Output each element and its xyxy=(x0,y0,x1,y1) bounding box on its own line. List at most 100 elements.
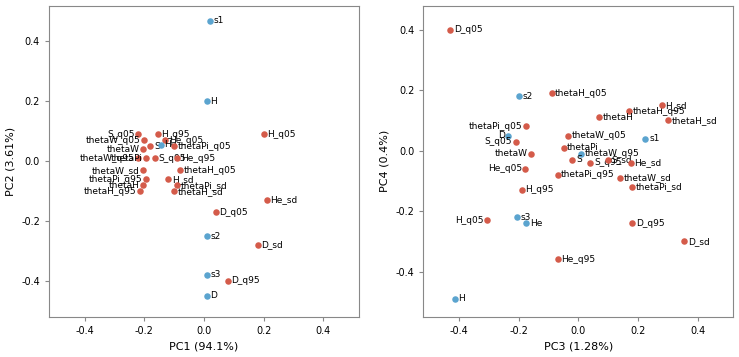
Point xyxy=(626,184,638,190)
Point xyxy=(137,182,149,188)
Text: D_q05: D_q05 xyxy=(454,25,483,34)
Point xyxy=(137,146,149,152)
Text: He: He xyxy=(530,219,542,228)
Point xyxy=(201,272,213,278)
Point xyxy=(140,155,151,161)
Text: H_q05: H_q05 xyxy=(268,130,296,139)
Point xyxy=(545,90,557,96)
Point xyxy=(137,167,149,173)
Point xyxy=(444,27,456,32)
Point xyxy=(624,160,636,166)
Text: thetaPi_q95: thetaPi_q95 xyxy=(89,175,143,183)
Text: H_sd: H_sd xyxy=(172,175,194,183)
Text: He_q95: He_q95 xyxy=(181,154,215,163)
Point xyxy=(585,160,596,166)
Text: S_q95: S_q95 xyxy=(594,158,621,167)
Point xyxy=(562,133,574,139)
Text: s3: s3 xyxy=(521,213,531,222)
Text: s1: s1 xyxy=(214,16,224,25)
Text: thetaW_q95: thetaW_q95 xyxy=(585,149,640,158)
Text: thetaH_q05: thetaH_q05 xyxy=(184,166,236,175)
Point xyxy=(132,155,144,161)
Point xyxy=(201,293,213,299)
Text: S: S xyxy=(576,155,582,164)
Point xyxy=(134,188,146,194)
Point xyxy=(525,151,537,156)
Text: D_sd: D_sd xyxy=(688,237,709,246)
Text: S: S xyxy=(154,142,160,151)
Point xyxy=(171,155,183,161)
Text: thetaH: thetaH xyxy=(603,113,634,122)
Point xyxy=(201,99,213,104)
Point xyxy=(626,220,638,226)
Text: thetaH_q95: thetaH_q95 xyxy=(84,187,137,196)
Text: thetaW_q05: thetaW_q05 xyxy=(571,131,626,140)
Text: s2: s2 xyxy=(211,232,221,241)
Text: H_q05: H_q05 xyxy=(455,216,484,225)
Text: thetaPi_sd: thetaPi_sd xyxy=(181,181,228,190)
Point xyxy=(576,151,588,156)
Point xyxy=(144,144,156,149)
Text: D_sd: D_sd xyxy=(262,241,283,250)
Point xyxy=(261,197,273,203)
Text: H: H xyxy=(211,97,217,106)
Point xyxy=(510,139,522,145)
Point xyxy=(593,115,605,120)
Text: He: He xyxy=(164,140,177,149)
Text: thetaPi_q05: thetaPi_q05 xyxy=(469,122,522,131)
Text: S_q95: S_q95 xyxy=(158,154,186,163)
Text: thetaH_q05: thetaH_q05 xyxy=(555,89,607,98)
Point xyxy=(623,109,635,114)
Text: s1: s1 xyxy=(649,134,659,143)
Point xyxy=(482,217,494,223)
Point xyxy=(602,157,614,162)
Text: S_q05: S_q05 xyxy=(107,130,135,139)
Y-axis label: PC4 (0.4%): PC4 (0.4%) xyxy=(380,130,390,192)
Text: thetaPi: thetaPi xyxy=(567,143,599,152)
Point xyxy=(516,187,528,193)
Point xyxy=(174,167,186,173)
Point xyxy=(258,131,270,137)
Text: thetaW_sd: thetaW_sd xyxy=(624,174,672,182)
Text: He_sd: He_sd xyxy=(634,158,661,167)
Point xyxy=(204,17,216,23)
Text: thetaW_q05: thetaW_q05 xyxy=(86,136,141,145)
Point xyxy=(678,238,690,244)
Text: thetaH: thetaH xyxy=(109,181,140,190)
Text: D_q05: D_q05 xyxy=(219,207,248,217)
Point xyxy=(168,188,180,194)
Text: He_sd: He_sd xyxy=(270,196,298,205)
Text: D: D xyxy=(211,291,217,300)
Point xyxy=(160,137,171,143)
Point xyxy=(149,155,161,161)
Point xyxy=(171,182,183,188)
X-axis label: PC3 (1.28%): PC3 (1.28%) xyxy=(544,341,613,351)
Text: thetaH_sd: thetaH_sd xyxy=(178,187,224,196)
Point xyxy=(511,214,523,220)
Text: thetaW_q95: thetaW_q95 xyxy=(80,154,135,163)
Point xyxy=(503,133,514,139)
Text: s2: s2 xyxy=(522,92,533,101)
Text: D_q95: D_q95 xyxy=(231,276,260,286)
Point xyxy=(520,166,531,172)
Text: He_q05: He_q05 xyxy=(488,164,522,173)
Text: thetaW: thetaW xyxy=(494,149,528,158)
X-axis label: PC1 (94.1%): PC1 (94.1%) xyxy=(169,341,239,351)
Point xyxy=(222,278,234,284)
Point xyxy=(551,257,563,262)
Point xyxy=(520,124,532,129)
Text: He_q05: He_q05 xyxy=(169,136,203,145)
Point xyxy=(152,131,164,137)
Point xyxy=(662,117,674,123)
Text: s3: s3 xyxy=(211,271,221,280)
Text: thetaH_q95: thetaH_q95 xyxy=(633,107,685,116)
Point xyxy=(639,136,651,141)
Point xyxy=(163,176,174,182)
Text: H_q95: H_q95 xyxy=(161,130,190,139)
Point xyxy=(140,176,151,182)
Point xyxy=(201,233,213,239)
Text: thetaPi: thetaPi xyxy=(110,154,143,163)
Text: thetaPi_q95: thetaPi_q95 xyxy=(561,170,615,179)
Point xyxy=(138,137,150,143)
Text: He_q95: He_q95 xyxy=(561,255,595,264)
